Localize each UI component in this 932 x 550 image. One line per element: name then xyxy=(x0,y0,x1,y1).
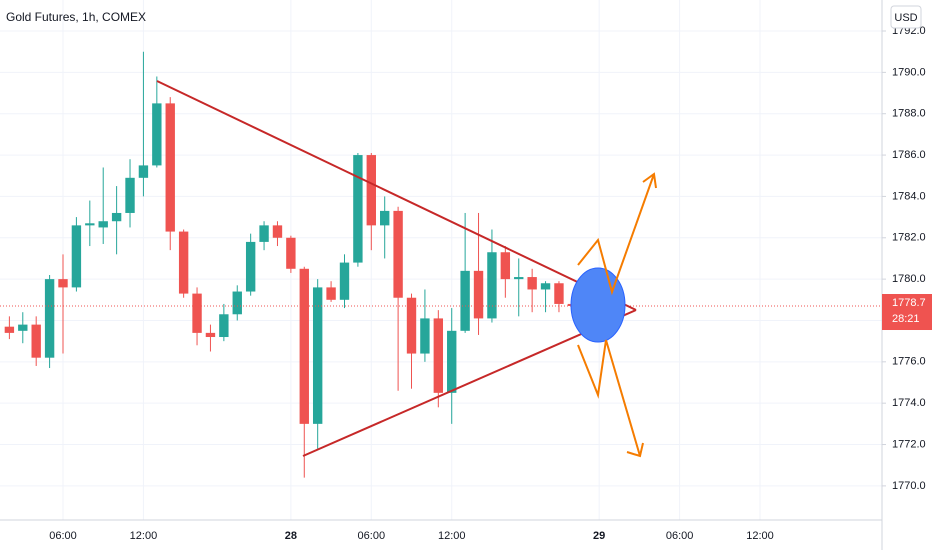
candle-body xyxy=(18,324,28,331)
candle-body xyxy=(540,283,551,290)
x-tick-label: 12:00 xyxy=(130,530,158,542)
arrow-down xyxy=(577,339,641,457)
candle-body xyxy=(178,231,189,294)
candle-body xyxy=(420,318,430,354)
candle-body xyxy=(554,283,564,304)
y-tick-label: 1774.0 xyxy=(892,397,926,409)
y-tick-label: 1772.0 xyxy=(892,438,926,450)
y-tick-label: 1776.0 xyxy=(892,356,926,368)
candle-body xyxy=(500,252,511,280)
candle-body xyxy=(58,279,68,288)
candle-body xyxy=(339,262,350,300)
candle-body xyxy=(219,314,229,338)
y-tick-label: 1770.0 xyxy=(892,480,926,492)
candle-body xyxy=(125,177,135,213)
candle-body xyxy=(111,212,122,222)
candle-body xyxy=(205,332,216,338)
candle-body xyxy=(152,103,162,166)
candle-body xyxy=(487,252,497,319)
candle-body xyxy=(326,287,336,300)
x-tick-label: 06:00 xyxy=(358,530,386,542)
candle-body xyxy=(31,324,41,358)
last-price-label: 1778.7 xyxy=(892,297,926,309)
x-tick-label: 12:00 xyxy=(746,530,774,542)
y-tick-label: 1782.0 xyxy=(892,232,926,244)
chart-title: Gold Futures, 1h, COMEX xyxy=(6,10,146,24)
y-tick-label: 1784.0 xyxy=(892,190,926,202)
trend-line xyxy=(302,309,637,457)
x-tick-label: 28 xyxy=(285,530,297,542)
x-tick-label: 29 xyxy=(593,530,605,542)
x-tick-label: 06:00 xyxy=(49,530,77,542)
currency[interactable]: USD xyxy=(894,12,917,24)
candle-body xyxy=(312,287,323,424)
trend-line xyxy=(156,80,637,311)
price-axis xyxy=(882,0,932,550)
candle-body xyxy=(71,225,82,288)
y-tick-label: 1780.0 xyxy=(892,273,926,285)
arrow-up xyxy=(577,173,655,296)
x-tick-label: 06:00 xyxy=(666,530,694,542)
y-tick-label: 1790.0 xyxy=(892,66,926,78)
candle-body xyxy=(138,165,149,178)
candle-body xyxy=(473,270,484,319)
candle-body xyxy=(245,241,256,292)
arrowhead xyxy=(626,442,644,458)
y-tick-label: 1786.0 xyxy=(892,149,926,161)
last-price-box xyxy=(882,294,932,331)
candle-body xyxy=(433,318,444,393)
candle-body xyxy=(353,155,363,263)
candle-body xyxy=(4,326,15,333)
candle-body xyxy=(98,221,108,228)
candle-body xyxy=(406,297,417,354)
candle-body xyxy=(44,279,55,358)
candle-body xyxy=(460,270,470,331)
candle-body xyxy=(192,293,202,333)
drawings xyxy=(156,80,657,458)
countdown-label: 28:21 xyxy=(892,313,920,325)
y-tick-label: 1788.0 xyxy=(892,108,926,120)
candle-body xyxy=(393,210,403,298)
candle-body xyxy=(514,277,524,280)
candle-body xyxy=(299,268,309,424)
candle-body xyxy=(272,225,283,238)
candle-body xyxy=(232,291,242,315)
candle-body xyxy=(286,237,296,269)
currency-box[interactable] xyxy=(890,5,922,29)
arrowhead xyxy=(642,172,657,189)
time-axis xyxy=(0,520,882,550)
candle-body xyxy=(366,155,376,226)
candle-body xyxy=(527,277,537,290)
candle-body xyxy=(165,103,175,232)
candle-body xyxy=(259,225,269,242)
x-tick-label: 12:00 xyxy=(438,530,466,542)
candle-body xyxy=(85,223,95,226)
candle-body xyxy=(380,210,390,226)
candle-body xyxy=(447,330,457,393)
